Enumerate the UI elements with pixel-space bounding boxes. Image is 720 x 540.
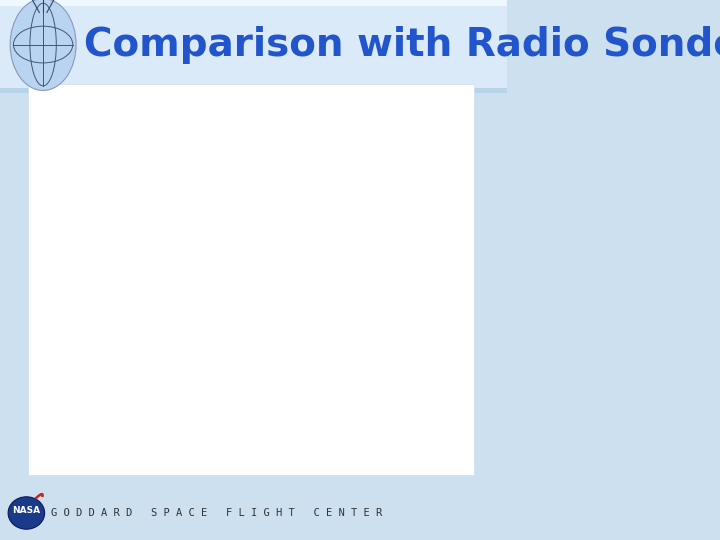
FancyBboxPatch shape <box>0 88 507 93</box>
Ellipse shape <box>8 497 45 529</box>
Text: NASA: NASA <box>12 507 40 515</box>
FancyBboxPatch shape <box>0 0 507 89</box>
FancyBboxPatch shape <box>0 486 507 540</box>
Text: Comparison with Radio Sondes: Comparison with Radio Sondes <box>84 25 720 64</box>
FancyBboxPatch shape <box>28 84 474 475</box>
FancyBboxPatch shape <box>0 0 507 6</box>
Ellipse shape <box>10 0 76 91</box>
Text: G O D D A R D   S P A C E   F L I G H T   C E N T E R: G O D D A R D S P A C E F L I G H T C E … <box>50 508 382 518</box>
